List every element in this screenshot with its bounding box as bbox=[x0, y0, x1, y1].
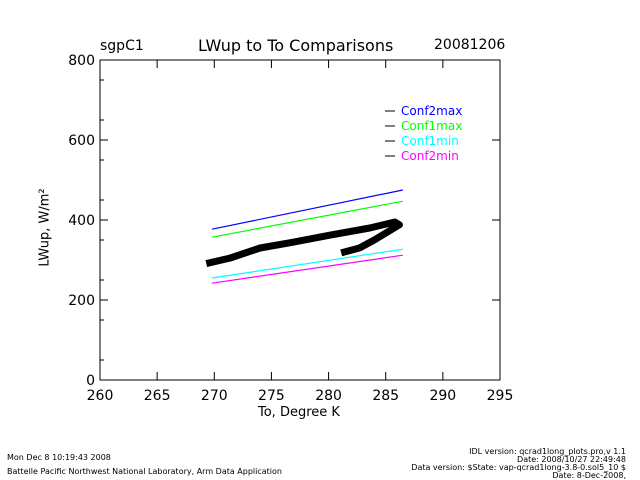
y-tick-label: 200 bbox=[68, 293, 95, 309]
series-line-conf2max bbox=[211, 189, 403, 230]
x-tick-label: 295 bbox=[487, 388, 514, 404]
legend-label-conf1max: Conf1max bbox=[401, 119, 462, 133]
y-tick-label: 0 bbox=[86, 373, 95, 389]
footer-institution: Battelle Pacific Northwest National Labo… bbox=[7, 467, 282, 476]
series-line-conf2min bbox=[211, 254, 403, 284]
series-line-conf1max bbox=[211, 200, 403, 238]
x-tick-label: 285 bbox=[372, 388, 399, 404]
x-tick-label: 260 bbox=[87, 388, 114, 404]
site-label: sgpC1 bbox=[100, 38, 144, 54]
x-axis-label: To, Degree K bbox=[258, 405, 340, 420]
legend-label-conf1min: Conf1min bbox=[401, 134, 459, 148]
footer-idl-version: IDL version: qcrad1long_plots.pro,v 1.1 bbox=[469, 447, 626, 456]
observed-data-trace bbox=[205, 218, 403, 268]
y-tick-label: 800 bbox=[68, 53, 95, 69]
footer-timestamp: Mon Dec 8 10:19:43 2008 bbox=[7, 453, 111, 462]
y-axis-label: LWup, W/m² bbox=[37, 188, 53, 267]
y-tick-label: 400 bbox=[68, 213, 95, 229]
date-label: 20081206 bbox=[434, 37, 506, 53]
x-tick-label: 265 bbox=[144, 388, 171, 404]
footer-data-version: Data version: $State: vap-qcrad1long-3.8… bbox=[411, 463, 626, 472]
x-tick-label: 280 bbox=[315, 388, 342, 404]
x-tick-label: 275 bbox=[258, 388, 285, 404]
footer-idl-date: Date: 2008/10/27 22:49:48 bbox=[517, 455, 626, 464]
chart-title: LWup to To Comparisons bbox=[198, 36, 394, 55]
legend-label-conf2max: Conf2max bbox=[401, 104, 462, 118]
footer-data-date: Date: 8-Dec-2008, bbox=[552, 471, 626, 480]
y-tick-label: 600 bbox=[68, 133, 95, 149]
legend-label-conf2min: Conf2min bbox=[401, 149, 459, 163]
x-tick-label: 270 bbox=[201, 388, 228, 404]
x-tick-label: 290 bbox=[429, 388, 456, 404]
series-line-conf1min bbox=[211, 248, 403, 279]
